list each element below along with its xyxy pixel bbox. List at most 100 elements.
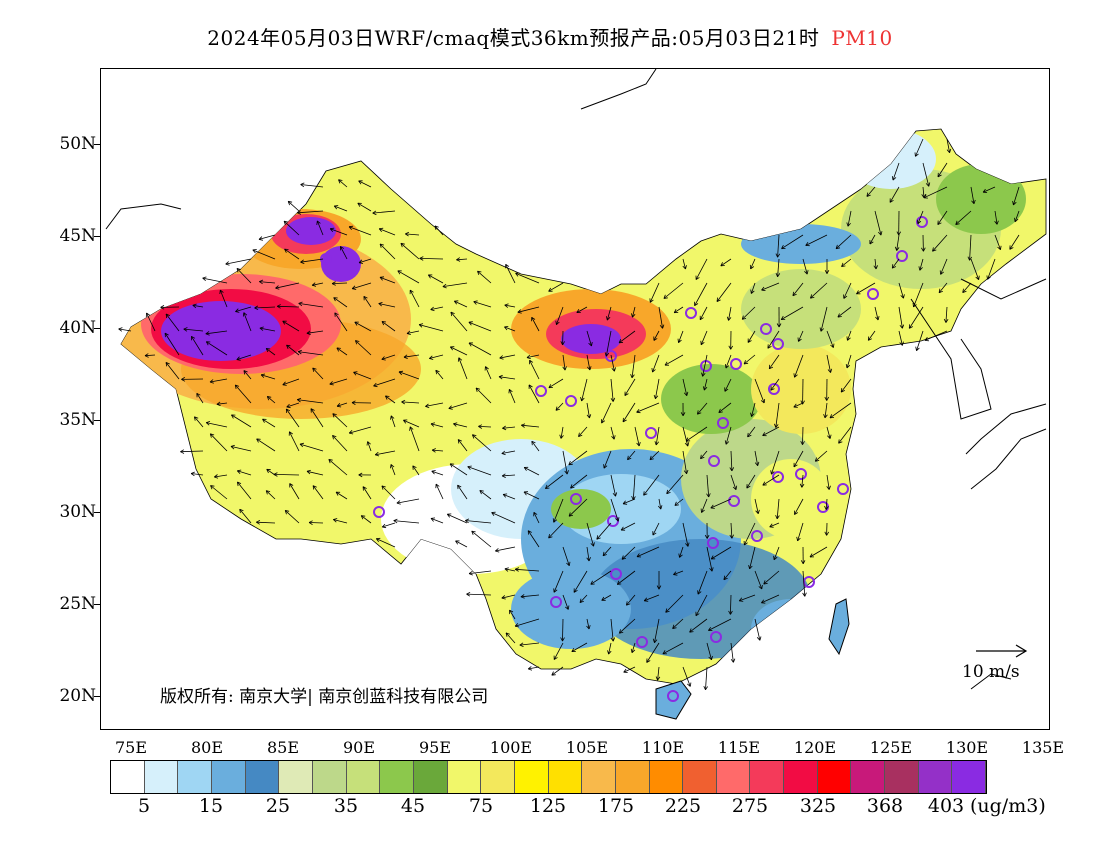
legend-swatch xyxy=(211,761,246,793)
wind-vector-head xyxy=(205,331,210,335)
wind-vector xyxy=(706,642,712,661)
wind-vector-head xyxy=(896,247,900,251)
wind-vector-head xyxy=(603,465,608,469)
wind-vector-head xyxy=(751,290,755,294)
coastline-north xyxy=(105,69,1047,690)
wind-vector xyxy=(867,330,876,341)
wind-vector-head xyxy=(495,548,499,552)
wind-vector xyxy=(702,354,708,377)
wind-vector-head xyxy=(649,458,654,461)
wind-vector-head xyxy=(868,338,873,341)
wind-vector-head xyxy=(165,362,168,367)
wind-vector xyxy=(448,402,468,409)
wind-vector-head xyxy=(701,372,703,377)
wind-vector-head xyxy=(358,472,363,476)
wind-vector xyxy=(457,484,468,500)
wind-vector xyxy=(521,424,540,428)
legend-label: 325 xyxy=(799,795,837,817)
wind-vector xyxy=(866,186,876,197)
wind-vector-head xyxy=(275,287,280,290)
wind-vector xyxy=(847,330,852,341)
wind-vector-head xyxy=(409,289,414,293)
wind-vector-head xyxy=(730,610,733,615)
wind-vector xyxy=(725,426,732,445)
wind-vector-head xyxy=(300,182,305,185)
wind-vector-head xyxy=(267,396,272,398)
wind-vector xyxy=(838,426,852,444)
wind-vector-head xyxy=(450,312,453,317)
wind-vector-head xyxy=(685,437,689,442)
wind-vector xyxy=(373,378,396,387)
legend-swatch xyxy=(615,761,650,793)
wind-vector-head xyxy=(666,489,668,494)
wind-vector-head xyxy=(181,379,186,382)
wind-vector-head xyxy=(419,323,424,325)
wind-vector-head xyxy=(742,318,747,320)
wind-vector-head xyxy=(237,481,242,484)
wind-vector xyxy=(562,354,566,371)
wind-vector xyxy=(495,546,516,552)
wind-vector-head xyxy=(781,245,784,249)
wind-vector-head xyxy=(826,396,830,401)
wind-vector xyxy=(761,594,780,604)
wind-vector xyxy=(743,354,756,365)
wind-vector-head xyxy=(806,270,809,275)
wind-vector-head xyxy=(724,440,727,445)
wind-vector xyxy=(553,642,564,660)
wind-vector-head xyxy=(398,371,402,376)
wind-vector-head xyxy=(358,180,362,185)
wind-vector-head xyxy=(453,300,458,305)
wind-vector xyxy=(309,522,324,524)
wind-vector-head xyxy=(763,582,768,585)
wind-vector-head xyxy=(700,454,702,459)
wind-vector-head xyxy=(468,342,472,347)
wind-vector xyxy=(485,366,492,380)
wind-vector-head xyxy=(430,517,436,519)
wind-vector xyxy=(491,512,516,524)
wind-vector-head xyxy=(362,486,367,489)
wind-vector-head xyxy=(596,535,599,540)
wind-vector xyxy=(456,258,468,261)
wind-vector xyxy=(225,258,252,265)
wind-vector-head xyxy=(562,366,566,371)
wind-vector-head xyxy=(937,222,942,225)
wind-vector-head xyxy=(165,313,168,319)
wind-vector-head xyxy=(827,369,831,373)
wind-vector-head xyxy=(311,282,316,286)
wind-vector xyxy=(874,210,882,236)
wind-vector-head xyxy=(724,388,729,392)
wind-vector-head xyxy=(266,348,271,350)
wind-vector-head xyxy=(393,518,398,521)
wind-vector-head xyxy=(655,395,659,400)
wind-vector-head xyxy=(624,393,629,396)
wind-vector-head xyxy=(601,420,606,424)
wind-vector xyxy=(769,522,780,528)
wind-vector-head xyxy=(662,324,665,329)
wind-vector-head xyxy=(589,414,592,419)
wind-vector-head xyxy=(856,290,859,295)
wind-vector xyxy=(775,402,780,428)
wind-vector-head xyxy=(338,179,343,181)
wind-vector-head xyxy=(570,484,573,489)
wind-vector-head xyxy=(448,405,452,409)
wind-vector-head xyxy=(679,554,683,558)
wind-vector-head xyxy=(431,470,435,475)
wind-vector xyxy=(165,362,180,380)
wind-vector-head xyxy=(430,518,434,522)
wind-vector xyxy=(632,474,636,500)
wind-vector xyxy=(412,465,420,476)
wind-vector-head xyxy=(210,485,215,487)
wind-vector-head xyxy=(955,223,960,225)
wind-vector-head xyxy=(969,256,973,261)
wind-vector xyxy=(841,258,852,267)
japan-coast xyxy=(965,403,1047,490)
wind-vector-head xyxy=(802,400,805,405)
wind-vector xyxy=(576,306,588,313)
wind-vector xyxy=(352,282,372,290)
wind-vector-head xyxy=(353,372,357,376)
wind-vector xyxy=(472,434,492,452)
wind-vector xyxy=(682,426,689,447)
wind-vector xyxy=(889,186,900,203)
wind-vector-head xyxy=(918,266,921,271)
color-legend xyxy=(110,760,988,794)
